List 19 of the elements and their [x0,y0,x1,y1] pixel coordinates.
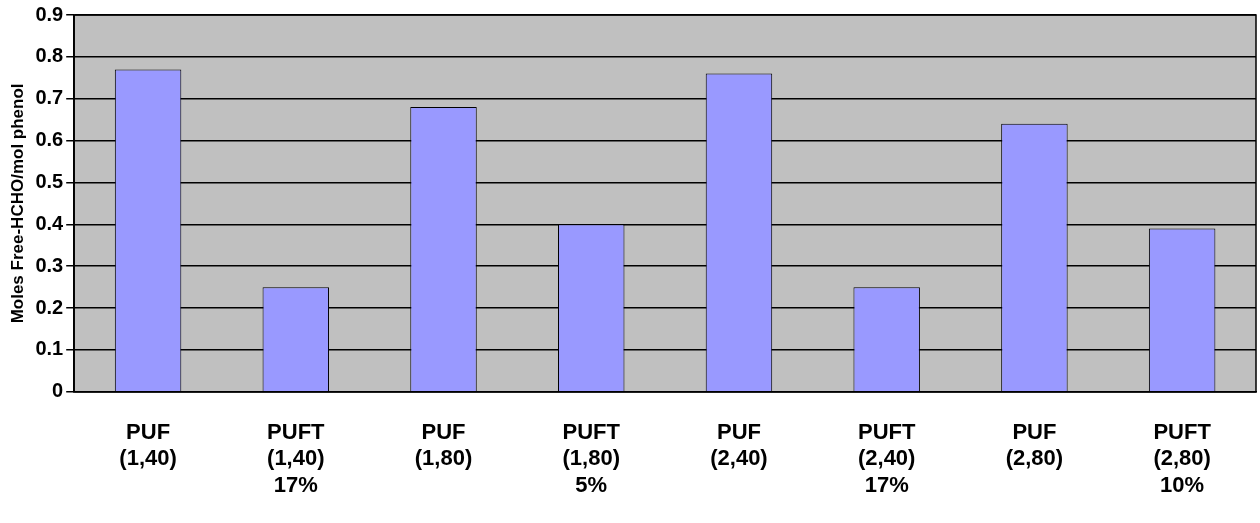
x-tick-label: PUF (1,80) [414,419,473,471]
y-tick-label: 0 [52,379,64,402]
y-tick-label: 0.8 [35,44,64,67]
x-tick-label: PUFT (2,80) 10% [1153,419,1212,497]
x-tick-label: PUFT (1,40) 17% [267,419,326,497]
y-tick-label: 0.4 [35,211,65,234]
x-tick-label: PUFT (2,40) 17% [857,419,916,497]
y-tick-label: 0.1 [35,337,64,360]
y-tick-label: 0.5 [35,169,64,192]
x-tick-label: PUF (1,40) [119,419,177,471]
y-tick-label: 0.9 [35,2,64,25]
y-tick-label: 0.6 [35,128,64,151]
y-tick-label: 0.2 [35,295,64,318]
x-tick-label: PUF (2,40) [710,419,768,471]
y-tick-label: 0.7 [35,86,64,109]
x-tick-label: PUF (2,80) [1005,419,1064,471]
y-tick-label: 0.3 [35,253,64,276]
x-tick-label: PUFT (1,80) 5% [562,419,621,497]
y-axis-title: Moles Free-HCHO/mol phenol [7,83,27,324]
